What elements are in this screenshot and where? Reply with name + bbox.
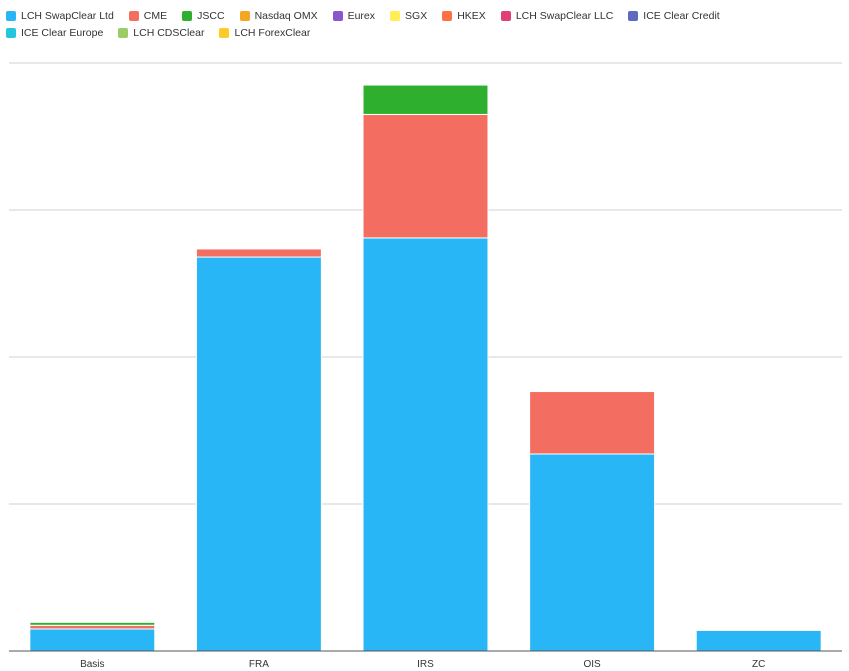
legend-swatch: [332, 11, 343, 21]
legend-item[interactable]: Eurex: [332, 8, 376, 24]
bar-segment[interactable]: [362, 84, 489, 115]
legend-swatch: [239, 11, 250, 21]
legend-swatch: [390, 11, 401, 21]
legend-item[interactable]: LCH ForexClear: [219, 25, 310, 41]
x-tick-label: ZC: [752, 659, 765, 670]
bar-segment[interactable]: [695, 629, 822, 652]
bar-segment[interactable]: [529, 391, 656, 455]
legend-label: LCH SwapClear Ltd: [21, 10, 114, 22]
x-tick-label: FRA: [249, 659, 269, 670]
bar-segment[interactable]: [362, 113, 489, 239]
bar-segment[interactable]: [29, 628, 156, 652]
legend-label: ICE Clear Credit: [643, 10, 720, 22]
legend-label: LCH CDSClear: [133, 27, 205, 39]
bar-segment[interactable]: [529, 453, 656, 652]
legend-item[interactable]: Nasdaq OMX: [239, 8, 318, 24]
legend-label: LCH ForexClear: [234, 27, 311, 39]
legend-swatch: [442, 11, 453, 21]
legend-label: CME: [143, 10, 168, 22]
legend-item[interactable]: LCH SwapClear LLC: [500, 8, 614, 24]
x-tick-label: Basis: [80, 659, 104, 670]
legend-item[interactable]: LCH SwapClear Ltd: [6, 8, 114, 24]
legend-swatch: [128, 11, 139, 21]
legend-swatch: [500, 11, 511, 21]
legend-label: JSCC: [197, 10, 225, 22]
legend-swatch: [182, 11, 193, 21]
legend-label: LCH SwapClear LLC: [515, 10, 614, 22]
legend-label: SGX: [405, 10, 428, 22]
legend-swatch: [118, 28, 129, 38]
legend-item[interactable]: CME: [128, 8, 168, 24]
legend-item[interactable]: LCH CDSClear: [118, 25, 204, 41]
bar-segment[interactable]: [362, 237, 489, 652]
legend-swatch: [6, 28, 16, 38]
legend-swatch: [219, 28, 230, 38]
chart-legend: LCH SwapClear Ltd CME JSCC Nasdaq OMX Eurex S…: [6, 8, 846, 42]
bar-segment[interactable]: [195, 248, 322, 258]
legend-item[interactable]: HKEX: [442, 8, 486, 24]
bar-segment[interactable]: [29, 624, 156, 630]
bar-segment[interactable]: [29, 621, 156, 626]
legend-item[interactable]: ICE Clear Credit: [628, 8, 720, 24]
legend-label: ICE Clear Europe: [21, 27, 104, 39]
legend-item[interactable]: ICE Clear Europe: [6, 25, 103, 41]
legend-item[interactable]: SGX: [390, 8, 427, 24]
bar-segment[interactable]: [195, 256, 322, 652]
x-tick-label: IRS: [417, 659, 434, 670]
legend-label: HKEX: [457, 10, 486, 22]
legend-swatch: [628, 11, 639, 21]
legend-item[interactable]: JSCC: [182, 8, 225, 24]
legend-swatch: [6, 11, 16, 21]
legend-label: Eurex: [347, 10, 376, 22]
x-tick-label: OIS: [583, 659, 601, 670]
legend-label: Nasdaq OMX: [254, 10, 318, 22]
